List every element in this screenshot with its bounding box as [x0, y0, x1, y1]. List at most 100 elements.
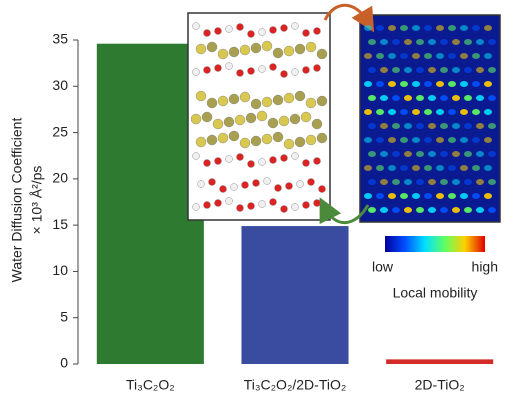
- mobility-spot: [412, 81, 420, 87]
- atom: [280, 24, 288, 32]
- mobility-spot: [476, 123, 484, 129]
- atom: [206, 97, 218, 109]
- mobility-spot: [388, 53, 396, 59]
- atom: [313, 157, 321, 165]
- mobility-spot: [388, 137, 396, 143]
- mobility-spot: [388, 165, 396, 171]
- mobility-spot: [368, 123, 376, 129]
- atom: [228, 130, 240, 142]
- mobility-spot: [476, 95, 484, 101]
- atom: [250, 135, 262, 147]
- atom: [256, 110, 268, 122]
- mobility-spot: [484, 109, 492, 115]
- mobility-spot: [440, 95, 448, 101]
- mobility-spot: [484, 53, 492, 59]
- atom: [192, 152, 200, 160]
- atom: [208, 178, 216, 186]
- atom: [219, 185, 227, 193]
- mobility-spot: [404, 39, 412, 45]
- atom: [318, 185, 326, 193]
- mobility-spot: [448, 165, 456, 171]
- y-axis-label: Water Diffusion Coefficient × 10³ Å²/ps: [9, 118, 45, 283]
- mobility-spot: [484, 137, 492, 143]
- mobility-spot: [368, 95, 376, 101]
- arrow: [323, 3, 375, 33]
- mobility-spot: [400, 165, 408, 171]
- mobility-spot: [416, 95, 424, 101]
- mobility-spot: [436, 25, 444, 31]
- atom: [274, 184, 282, 192]
- plot: 0 5 10 15 20 25 30 35 Ti₃C₂O₂ Ti₃C₂O₂/2D-TiO₂ 2D-T…: [52, 31, 494, 393]
- atom: [261, 40, 273, 52]
- mobility-spot: [448, 109, 456, 115]
- mobility-spot: [472, 137, 480, 143]
- mobility-spot: [476, 39, 484, 45]
- mobility-spot: [448, 81, 456, 87]
- mobility-spot: [412, 193, 420, 199]
- atom: [245, 112, 257, 124]
- mobility-spot: [380, 179, 388, 185]
- atom: [258, 200, 266, 208]
- mobility-spot: [472, 165, 480, 171]
- bar: [96, 43, 204, 365]
- atom: [192, 68, 200, 76]
- x-tick-label: Ti₃C₂O₂: [126, 377, 175, 393]
- atom: [223, 116, 235, 128]
- mobility-spot: [364, 25, 372, 31]
- atom: [247, 30, 255, 38]
- atom: [316, 132, 328, 144]
- atom: [203, 201, 211, 209]
- mobility-spot: [436, 109, 444, 115]
- mobility-spot: [476, 207, 484, 213]
- mobility-spot: [392, 179, 400, 185]
- mobility-spot: [488, 179, 496, 185]
- atom: [217, 95, 229, 107]
- atom: [313, 27, 321, 35]
- mobility-spot: [404, 67, 412, 73]
- mobility-spot: [416, 207, 424, 213]
- atom: [247, 160, 255, 168]
- atom: [203, 159, 211, 167]
- mobility-spot: [484, 165, 492, 171]
- mobility-spot: [392, 207, 400, 213]
- mobility-spot: [400, 53, 408, 59]
- atom: [236, 23, 244, 31]
- atom: [247, 202, 255, 210]
- mobility-spot: [368, 67, 376, 73]
- atom: [225, 155, 233, 163]
- mobility-spot: [476, 151, 484, 157]
- atom: [190, 113, 202, 125]
- atom: [212, 118, 224, 130]
- atom: [269, 26, 277, 34]
- mobility-spot: [428, 123, 436, 129]
- mobility-spot: [488, 39, 496, 45]
- mobility-spot: [392, 151, 400, 157]
- atom: [214, 199, 222, 207]
- atom: [247, 67, 255, 75]
- mobility-spot: [436, 81, 444, 87]
- y-tick-label: 20: [52, 170, 68, 186]
- atom: [269, 198, 277, 206]
- mobility-spot: [424, 81, 432, 87]
- mobility-spot: [484, 193, 492, 199]
- mobility-spot: [488, 207, 496, 213]
- arrow: [319, 197, 370, 225]
- mobility-spot: [368, 151, 376, 157]
- mobility-spot: [376, 109, 384, 115]
- mobility-inset: [359, 14, 501, 223]
- mobility-spot: [488, 95, 496, 101]
- atom: [214, 64, 222, 72]
- mobility-spot: [368, 207, 376, 213]
- atom: [228, 93, 240, 105]
- atom: [195, 90, 207, 102]
- mobility-spot: [376, 81, 384, 87]
- atom: [234, 114, 246, 126]
- mobility-spot: [440, 151, 448, 157]
- atom: [236, 153, 244, 161]
- atom: [214, 157, 222, 165]
- y-tick-label: 35: [52, 31, 68, 47]
- atom: [272, 94, 284, 106]
- atom: [225, 62, 233, 70]
- mobility-spot: [416, 39, 424, 45]
- atom: [261, 96, 273, 108]
